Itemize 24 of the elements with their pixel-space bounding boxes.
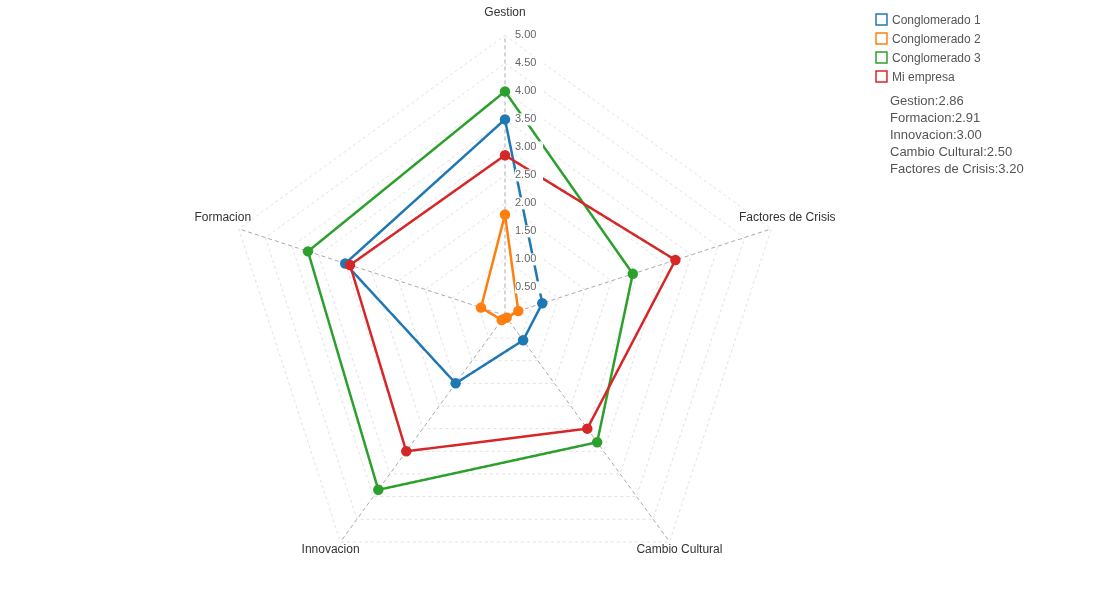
text: Formacion:2.91: [890, 110, 981, 125]
legend-label: Conglomerado 3: [892, 50, 982, 65]
y-tick-label: 4.50: [515, 56, 537, 69]
y-tick-label: 3.50: [515, 112, 537, 125]
y-tick-label: 1.00: [515, 252, 537, 265]
text: Innovacion:3.00: [890, 127, 982, 142]
spoke-label: Innovacion: [301, 541, 360, 556]
spoke-label: Factores de Crisis: [738, 209, 836, 224]
legend-label: Mi empresa: [892, 69, 956, 84]
y-tick-label: 2.50: [515, 168, 537, 181]
y-tick-label: 2.00: [515, 196, 537, 209]
y-tick-label: 4.00: [515, 84, 537, 97]
legend-label: Conglomerado 1: [892, 12, 982, 27]
spoke-label: Gestion: [484, 4, 526, 19]
y-tick-label: 5.00: [515, 28, 537, 41]
text: Gestion:2.86: [890, 93, 964, 108]
y-tick-label: 3.00: [515, 140, 537, 153]
y-tick-label: 1.50: [515, 224, 537, 237]
text: Cambio Cultural:2.50: [890, 144, 1013, 159]
text: Factores de Crisis:3.20: [890, 161, 1024, 176]
spoke-label: Cambio Cultural: [636, 541, 723, 556]
spoke-label: Formacion: [194, 209, 252, 224]
y-tick-label: 0.50: [515, 280, 537, 293]
legend-label: Conglomerado 2: [892, 31, 982, 46]
